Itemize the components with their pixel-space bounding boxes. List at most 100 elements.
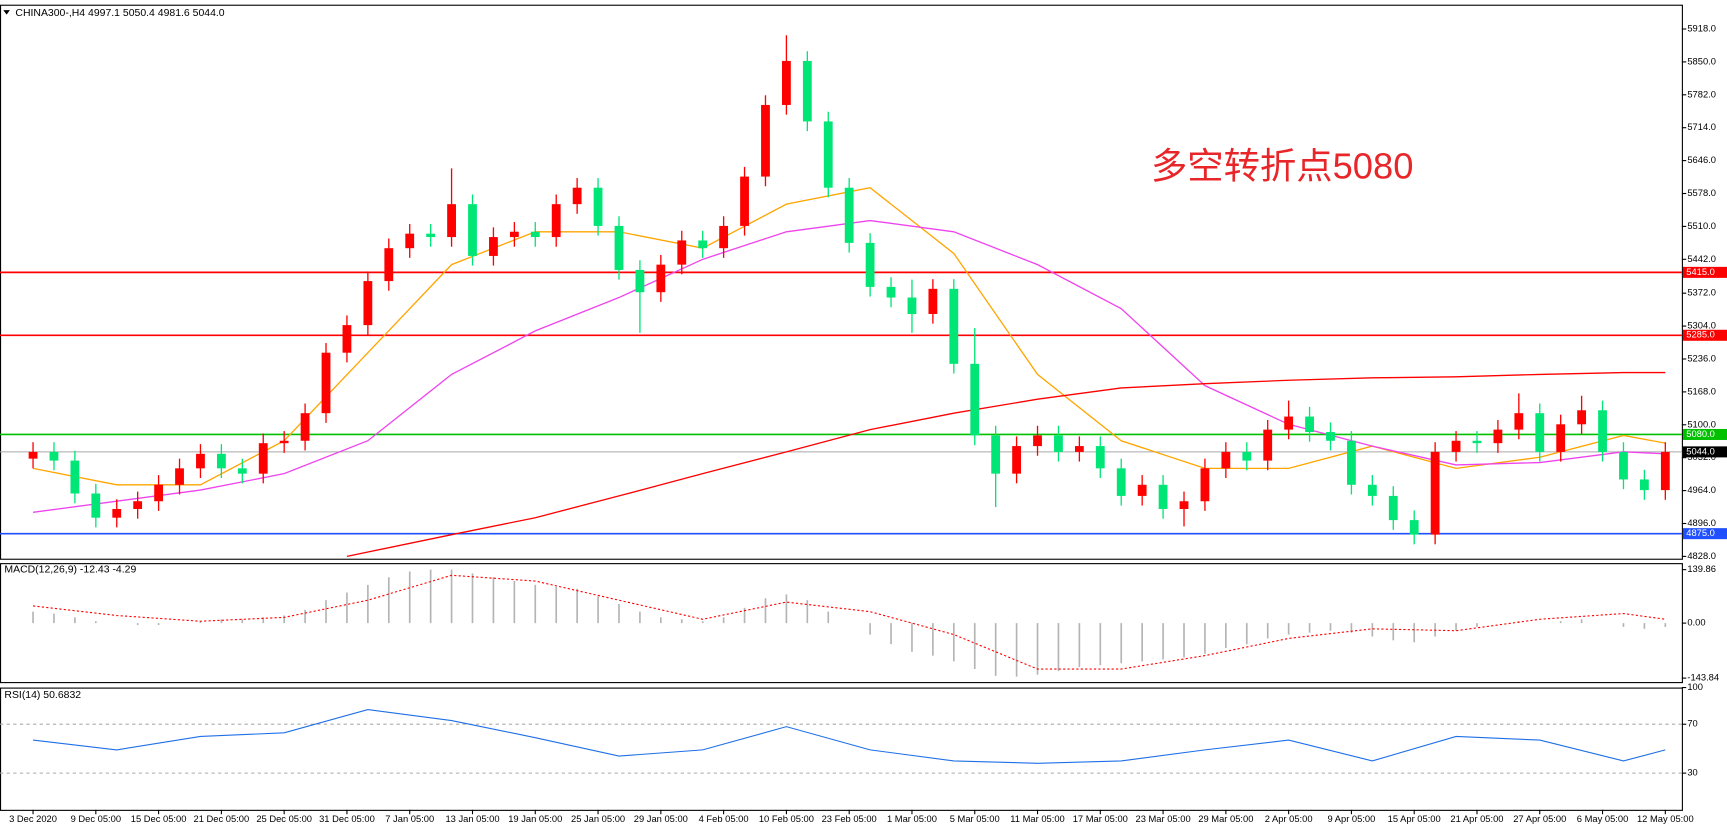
candle-body (1472, 440, 1482, 444)
level-tag (1682, 329, 1727, 341)
y-tick-label: 5714.0 (1687, 122, 1716, 132)
x-tick-label: 31 Dec 05:00 (319, 814, 375, 824)
x-tick-label: 13 Jan 05:00 (445, 814, 499, 824)
x-tick-label: 3 Dec 2020 (9, 814, 57, 824)
chart-title: CHINA300-,H4 4997.1 5050.4 4981.6 5044.0 (15, 8, 224, 19)
level-tag (1682, 446, 1727, 458)
candle-body (991, 435, 1001, 474)
x-tick-label: 1 Mar 05:00 (887, 814, 937, 824)
candle-body (1074, 446, 1084, 452)
candle-body (447, 204, 456, 238)
x-tick-label: 12 May 05:00 (1637, 814, 1694, 824)
y-tick-label: 139.86 (1687, 564, 1716, 574)
level-tag-label: 4875.0 (1686, 528, 1715, 538)
candle-body (530, 231, 540, 238)
macd-title: MACD(12,26,9) -12.43 -4.29 (4, 564, 136, 575)
candle-body (1388, 495, 1398, 521)
candle-body (91, 493, 101, 518)
y-tick-label: 30 (1687, 768, 1697, 778)
candle-body (1556, 424, 1566, 452)
candle-body (907, 297, 917, 314)
level-tag-label: 5044.0 (1686, 446, 1715, 456)
moving-average (32, 187, 1666, 486)
candle-body (740, 176, 749, 226)
candle-body (489, 237, 498, 256)
x-tick-label: 29 Jan 05:00 (634, 814, 688, 824)
candle-body (572, 187, 582, 205)
x-tick-label: 19 Jan 05:00 (508, 814, 562, 824)
x-tick-label: 15 Apr 05:00 (1388, 814, 1441, 824)
y-tick-label: 5918.0 (1687, 23, 1716, 33)
y-tick-label: 5782.0 (1687, 89, 1716, 99)
candle-body (1326, 432, 1335, 441)
candle-body (1598, 410, 1607, 452)
collapse-icon (3, 10, 10, 15)
rsi-panel (0, 687, 1683, 811)
candle-body (342, 325, 352, 353)
candle-body (1221, 451, 1231, 469)
y-tick-label: 4964.0 (1687, 485, 1716, 495)
candle-body (865, 242, 875, 287)
x-tick-label: 21 Dec 05:00 (194, 814, 250, 824)
x-tick-label: 5 Mar 05:00 (950, 814, 1000, 824)
candle-body (405, 233, 415, 249)
candle-body (614, 225, 624, 270)
candle-body (509, 231, 519, 238)
y-tick-label: 5372.0 (1687, 288, 1716, 298)
candle-body (635, 269, 645, 293)
candle-body (384, 248, 394, 282)
x-tick-label: 4 Feb 05:00 (699, 814, 749, 824)
candle-body (363, 281, 373, 326)
candle-body (468, 204, 477, 256)
y-tick-label: 5236.0 (1687, 353, 1716, 363)
main-panel (0, 4, 1683, 560)
x-tick-label: 10 Feb 05:00 (759, 814, 814, 824)
candle-body (1305, 416, 1314, 433)
candle-body (698, 240, 708, 249)
x-tick-label: 27 Apr 05:00 (1513, 814, 1566, 824)
y-tick-label: 5646.0 (1687, 155, 1716, 165)
candle-body (1514, 413, 1524, 430)
rsi-title: RSI(14) 50.6832 (4, 690, 81, 701)
y-tick-label: -143.84 (1687, 673, 1719, 683)
level-tag-label: 5285.0 (1686, 330, 1715, 340)
candle-body (196, 453, 205, 469)
candle-body (154, 484, 164, 502)
candle-body (279, 440, 289, 444)
candle-body (593, 187, 603, 226)
candle-body (216, 453, 226, 469)
level-tag (1682, 528, 1727, 540)
y-tick-label: 100 (1687, 682, 1703, 692)
candle-body (1200, 468, 1210, 502)
y-tick-label: 5442.0 (1687, 254, 1716, 264)
x-tick-label: 25 Dec 05:00 (256, 814, 312, 824)
x-tick-label: 23 Mar 05:00 (1136, 814, 1191, 824)
candle-body (1347, 440, 1356, 485)
candle-body (1409, 520, 1419, 535)
candle-body (133, 501, 143, 509)
candle-body (677, 240, 687, 265)
candle-body (175, 468, 184, 485)
y-tick-label: 5578.0 (1687, 188, 1716, 198)
candle-body (844, 187, 854, 243)
candle-body (1367, 484, 1377, 496)
y-tick-label: 5850.0 (1687, 56, 1716, 66)
x-tick-label: 9 Apr 05:00 (1327, 814, 1375, 824)
candle-body (1137, 484, 1147, 496)
candle-body (551, 204, 561, 238)
rsi-line (32, 709, 1666, 764)
x-tick-label: 7 Jan 05:00 (385, 814, 434, 824)
x-tick-label: 11 Mar 05:00 (1010, 814, 1064, 824)
candle-body (1179, 501, 1189, 509)
candle-body (1451, 440, 1461, 452)
candle-body (928, 288, 938, 314)
x-tick-label: 9 Dec 05:00 (71, 814, 121, 824)
candle-body (970, 363, 980, 436)
level-tag-label: 5080.0 (1686, 429, 1715, 439)
candle-body (321, 352, 331, 414)
level-tag (1682, 428, 1727, 440)
moving-average (346, 371, 1666, 558)
